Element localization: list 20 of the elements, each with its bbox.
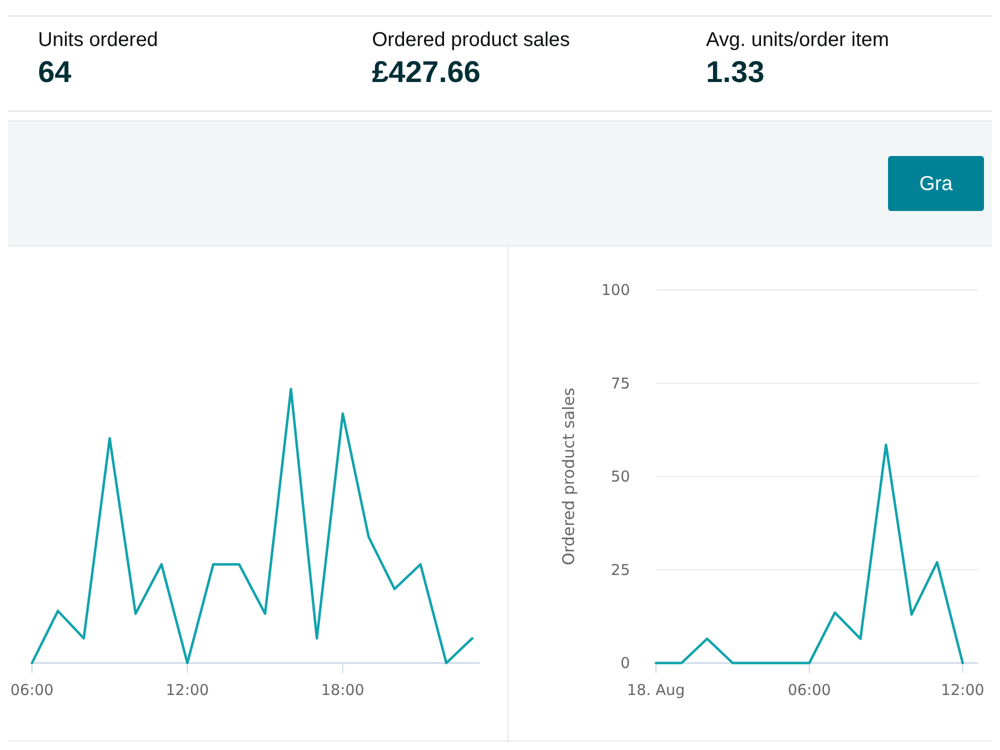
x-tick-label: 06:00 <box>788 681 831 699</box>
text: Units ordered <box>38 29 158 51</box>
text: Gra <box>919 173 954 195</box>
x-tick-label: 06:00 <box>10 681 54 699</box>
y-axis-title: Ordered product sales <box>559 388 578 566</box>
y-tick-label: 100 <box>601 281 630 299</box>
x-tick-label: 18. Aug <box>627 681 685 699</box>
text: £427.66 <box>372 56 480 89</box>
text: Avg. units/order item <box>706 29 890 51</box>
x-tick-label: 12:00 <box>166 681 209 699</box>
text: Ordered product sales <box>372 29 570 51</box>
x-tick-label: 18:00 <box>321 681 364 699</box>
text: 1.33 <box>706 56 764 89</box>
y-tick-label: 75 <box>610 374 630 392</box>
y-tick-label: 0 <box>620 654 630 672</box>
line-series <box>654 444 964 664</box>
text: 64 <box>38 56 72 89</box>
y-tick-label: 25 <box>610 560 630 579</box>
x-tick-label: 12:00 <box>941 681 984 699</box>
y-tick-label: 50 <box>610 468 630 486</box>
